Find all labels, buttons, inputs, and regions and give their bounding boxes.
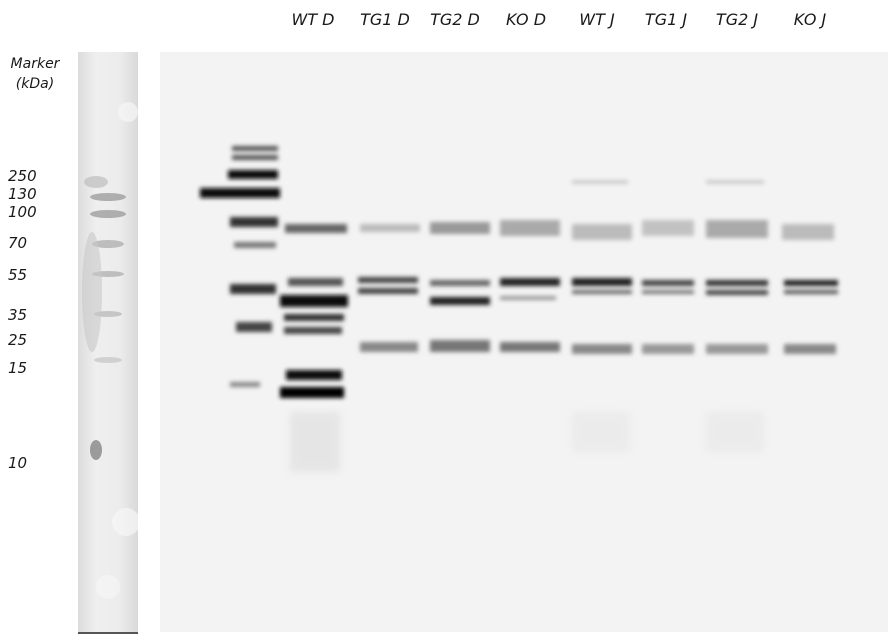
lane-label-ko-d: KO D xyxy=(506,10,546,29)
lane-label-wt-j: WT J xyxy=(579,10,614,29)
mw-label-15: 15 xyxy=(8,359,52,377)
lane-label-tg2-j: TG2 J xyxy=(716,10,758,29)
marker-title-line1: Marker xyxy=(6,54,64,74)
western-blot-membrane xyxy=(160,52,888,632)
mw-label-250: 250 xyxy=(8,167,52,185)
mw-label-35: 35 xyxy=(8,306,52,324)
lane-label-tg1-j: TG1 J xyxy=(645,10,687,29)
lane-tg2-j-bands xyxy=(706,180,768,354)
lane-label-ko-j: KO J xyxy=(794,10,826,29)
marker-strip-bands xyxy=(78,52,138,632)
mw-label-55: 55 xyxy=(8,266,52,284)
background-smear xyxy=(290,412,764,472)
lane-wt-d-bands xyxy=(280,224,348,398)
mw-label-70: 70 xyxy=(8,234,52,252)
lane-ko-d-bands xyxy=(500,220,560,352)
mw-label-130: 130 xyxy=(8,185,52,203)
lane-wt-j-bands xyxy=(572,180,632,354)
western-blot-bands xyxy=(160,52,888,632)
marker-title: Marker (kDa) xyxy=(6,54,64,94)
lane-ko-j-bands xyxy=(782,224,838,354)
lane-tg2-d-bands xyxy=(430,222,490,352)
mw-label-10: 10 xyxy=(8,454,52,472)
lane-tg1-j-bands xyxy=(642,220,694,354)
lane-tg1-d-bands xyxy=(358,224,420,352)
marker-title-line2: (kDa) xyxy=(6,74,64,94)
ladder-lane-bands xyxy=(200,146,280,387)
mw-label-100: 100 xyxy=(8,203,52,221)
lane-label-wt-d: WT D xyxy=(292,10,335,29)
lane-label-tg1-d: TG1 D xyxy=(360,10,410,29)
lane-label-tg2-d: TG2 D xyxy=(430,10,480,29)
marker-strip xyxy=(78,52,138,634)
mw-label-25: 25 xyxy=(8,331,52,349)
